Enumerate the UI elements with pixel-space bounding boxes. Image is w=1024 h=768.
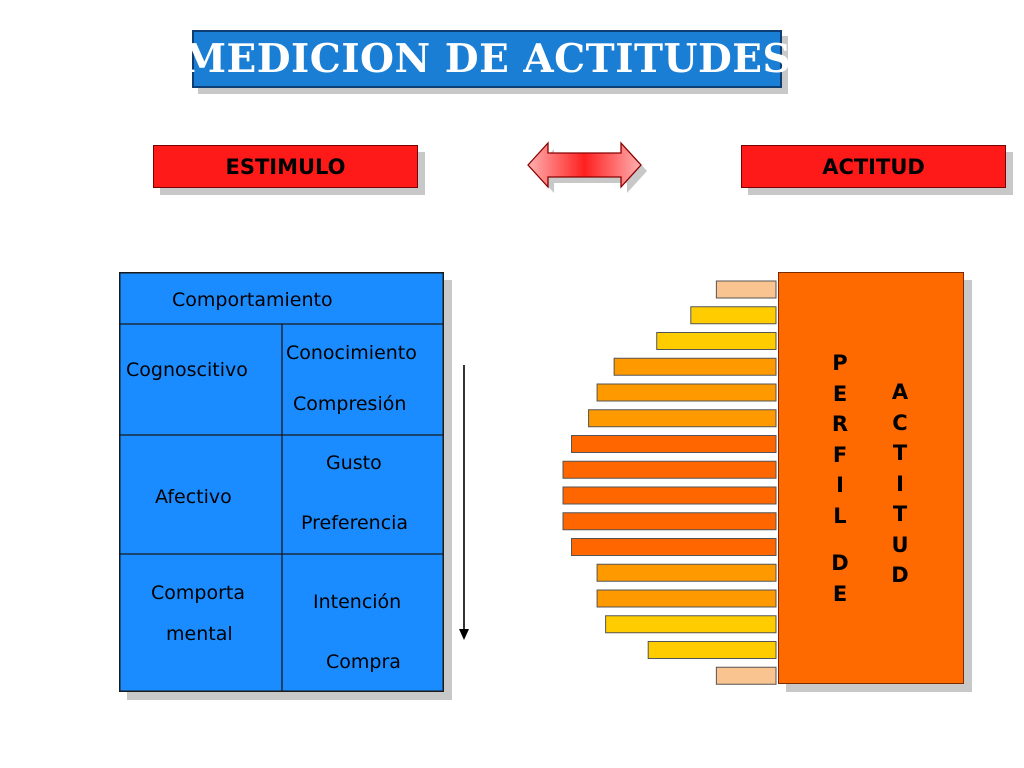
profile-bar (715, 280, 777, 299)
afectivo-label: Afectivo (155, 486, 232, 508)
comportamiento-label: Comportamiento (172, 289, 333, 311)
actitud-letter: C (892, 410, 908, 435)
profile-bar (715, 666, 777, 685)
de-letter: D (831, 551, 849, 575)
down-arrow-icon (459, 365, 469, 640)
comporta-label: Comporta (151, 582, 245, 604)
perfil-letter: I (836, 473, 844, 497)
compresion-label: Compresión (293, 393, 407, 415)
perfil-letter: L (833, 503, 847, 528)
profile-bar (596, 383, 777, 402)
attitude-dimensions-table: Comportamiento Cognoscitivo Conocimiento… (119, 272, 444, 692)
perfil-letter: R (831, 412, 849, 436)
perfil-letter: E (832, 381, 848, 406)
vertical-label-perfil: P E R F I L (825, 348, 855, 531)
double-arrow-icon (527, 141, 647, 193)
profile-bar (596, 563, 777, 582)
profile-bar (690, 306, 777, 325)
profile-bar (562, 486, 777, 505)
actitud-letter: U (891, 532, 909, 557)
profile-bar (571, 435, 777, 453)
vertical-label-actitud: A C T I T U D (885, 377, 915, 591)
profile-bar (588, 409, 777, 428)
de-letter: E (832, 581, 848, 606)
cognoscitivo-label: Cognoscitivo (126, 359, 248, 381)
perfil-letter: P (832, 351, 848, 375)
attitude-profile-bars (562, 280, 777, 685)
intencion-label: Intención (313, 591, 402, 613)
actitud-profile-panel (778, 272, 964, 684)
page-title: MEDICION DE ACTITUDES (182, 36, 792, 82)
profile-bar (571, 538, 777, 556)
title-banner: MEDICION DE ACTITUDES (183, 30, 791, 88)
profile-bar (562, 512, 777, 531)
estimulo-label: ESTIMULO (225, 154, 346, 179)
preferencia-label: Preferencia (301, 512, 409, 534)
table-grid (119, 272, 444, 692)
mental-label: mental (166, 623, 233, 645)
actitud-letter: T (892, 502, 908, 526)
actitud-box: ACTITUD (741, 145, 1006, 188)
actitud-letter: D (891, 563, 909, 587)
profile-bar (605, 615, 777, 634)
estimulo-box: ESTIMULO (153, 145, 418, 188)
actitud-label: ACTITUD (822, 154, 925, 179)
actitud-letter: T (892, 441, 908, 465)
profile-bar (613, 357, 777, 376)
profile-bar (656, 332, 777, 350)
perfil-letter: F (832, 442, 848, 467)
gusto-label: Gusto (326, 452, 382, 474)
vertical-label-de: D E (825, 548, 855, 609)
actitud-letter: I (896, 471, 904, 496)
profile-bar (562, 460, 777, 479)
profile-bar (596, 589, 777, 608)
conocimiento-label: Conocimiento (286, 342, 417, 364)
profile-bar (647, 641, 777, 659)
actitud-letter: A (891, 380, 909, 404)
compra-label: Compra (326, 651, 401, 673)
